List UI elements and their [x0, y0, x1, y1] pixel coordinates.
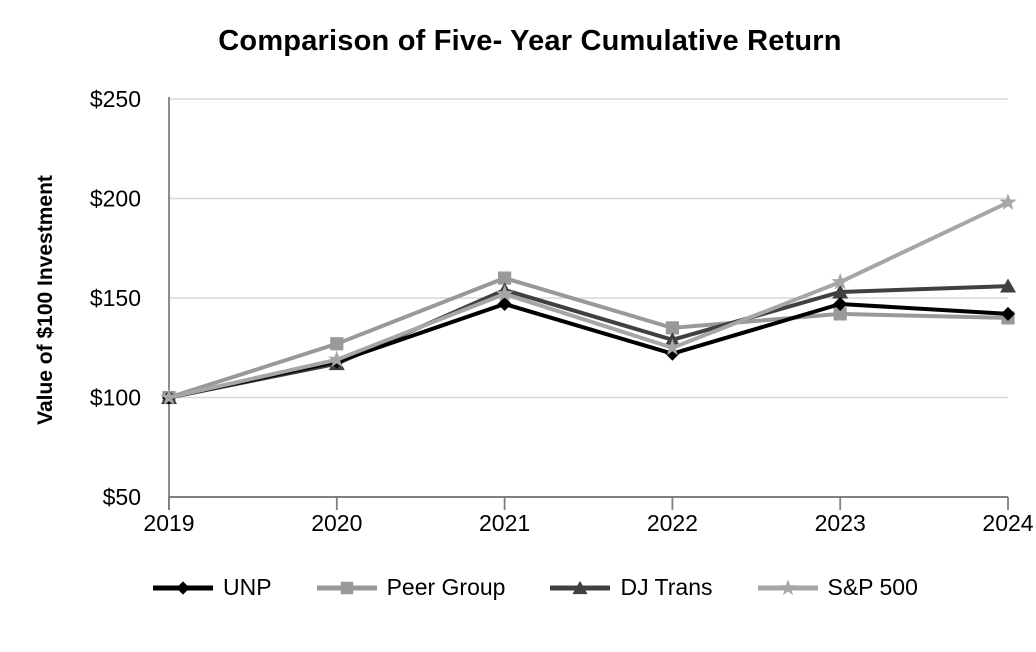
- diamond-marker: [833, 296, 848, 311]
- legend-swatch-triangle-icon: [550, 580, 611, 594]
- y-tick-label: $150: [90, 285, 141, 311]
- star-marker: [831, 272, 849, 290]
- star-marker: [663, 338, 682, 356]
- y-tick-label: $250: [90, 86, 141, 112]
- star-marker: [495, 284, 514, 302]
- y-tick-label: $200: [90, 186, 141, 212]
- triangle-marker: [572, 580, 589, 594]
- y-tick-label: $50: [103, 484, 141, 510]
- square-marker: [498, 271, 512, 285]
- legend-swatch-square-icon: [316, 581, 377, 594]
- x-tick-label: 2024: [982, 510, 1033, 536]
- triangle-marker: [832, 284, 849, 299]
- diamond-marker: [176, 580, 190, 595]
- diamond-marker: [497, 296, 512, 311]
- legend-item-s-p-500: S&P 500: [757, 574, 918, 601]
- star-marker: [328, 350, 346, 368]
- legend-item-peer-group: Peer Group: [316, 574, 506, 601]
- series-line: [168, 200, 1009, 400]
- diamond-marker: [1001, 306, 1015, 321]
- legend-label-s-p-500: S&P 500: [827, 574, 918, 600]
- legend-swatch-diamond-icon: [153, 580, 213, 595]
- legend-item-dj-trans: DJ Trans: [549, 574, 713, 601]
- legend-label-peer-group: Peer Group: [386, 574, 506, 600]
- x-tick-label: 2022: [647, 510, 698, 536]
- star-marker: [160, 388, 178, 405]
- series-s-p-500: [160, 193, 1017, 405]
- legend: UNP Peer Group DJ Trans S&P 500: [152, 574, 918, 601]
- square-marker: [330, 337, 344, 351]
- square-marker: [833, 307, 847, 321]
- legend-item-unp: UNP: [152, 574, 272, 601]
- legend-swatch-star-icon: [757, 578, 818, 595]
- triangle-marker: [1000, 278, 1016, 293]
- star-marker: [999, 193, 1017, 210]
- x-tick-label: 2021: [479, 510, 530, 536]
- y-tick-label: $100: [90, 385, 141, 411]
- square-marker: [665, 321, 679, 335]
- legend-label-dj-trans: DJ Trans: [620, 574, 713, 600]
- x-tick-label: 2020: [311, 510, 362, 536]
- legend-label-unp: UNP: [223, 574, 272, 600]
- star-marker: [779, 578, 796, 595]
- x-tick-label: 2023: [815, 510, 866, 536]
- x-tick-label: 2019: [143, 510, 194, 536]
- series-line: [168, 275, 1009, 400]
- series-line: [168, 301, 1009, 400]
- chart-title: Comparison of Five- Year Cumulative Retu…: [218, 25, 842, 57]
- square-marker: [340, 581, 353, 594]
